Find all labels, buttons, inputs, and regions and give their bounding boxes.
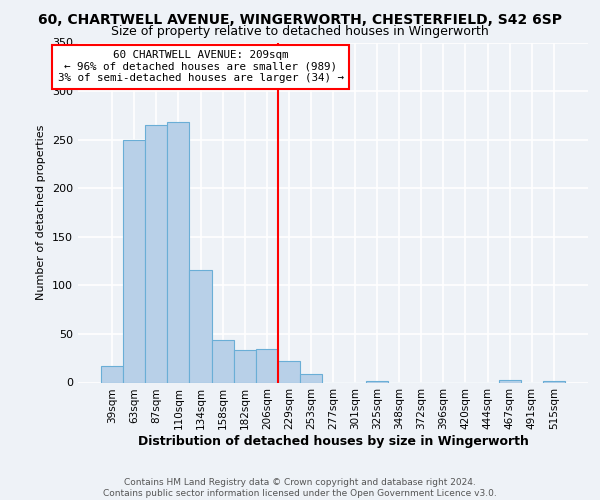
Bar [233,350,256,382]
Bar [123,140,145,382]
Text: Contains HM Land Registry data © Crown copyright and database right 2024.
Contai: Contains HM Land Registry data © Crown c… [103,478,497,498]
Text: 60, CHARTWELL AVENUE, WINGERWORTH, CHESTERFIELD, S42 6SP: 60, CHARTWELL AVENUE, WINGERWORTH, CHEST… [38,12,562,26]
Text: Size of property relative to detached houses in Wingerworth: Size of property relative to detached ho… [111,25,489,38]
Text: 60 CHARTWELL AVENUE: 209sqm
← 96% of detached houses are smaller (989)
3% of sem: 60 CHARTWELL AVENUE: 209sqm ← 96% of det… [58,50,344,84]
Bar [278,361,300,382]
Bar [101,366,123,382]
Bar [256,348,278,382]
X-axis label: Distribution of detached houses by size in Wingerworth: Distribution of detached houses by size … [137,435,529,448]
Bar [212,340,233,382]
Bar [366,380,388,382]
Bar [300,374,322,382]
Bar [190,270,212,382]
Bar [499,380,521,382]
Bar [145,125,167,382]
Bar [167,122,190,382]
Bar [543,380,565,382]
Y-axis label: Number of detached properties: Number of detached properties [37,125,46,300]
